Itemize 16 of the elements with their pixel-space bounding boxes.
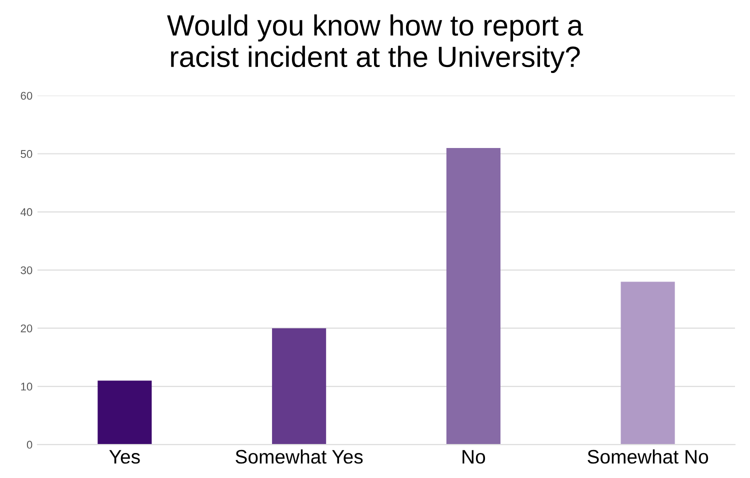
- bar: [446, 148, 500, 445]
- y-tick-label: 20: [20, 324, 32, 332]
- y-tick-label: 30: [20, 266, 32, 274]
- y-tick-label: 40: [20, 208, 32, 216]
- y-tick-label: 50: [20, 150, 32, 158]
- bar: [98, 380, 152, 445]
- chart-title: Would you know how to report a racist incident at the University?: [167, 14, 584, 73]
- y-tick-label: 60: [20, 92, 32, 100]
- x-tick-label: No: [462, 450, 486, 464]
- y-tick-label: 10: [21, 382, 32, 391]
- bar: [272, 328, 326, 445]
- y-tick-label: 0: [26, 440, 32, 449]
- x-tick-label: Somewhat Yes: [236, 449, 363, 464]
- bar: [620, 282, 675, 445]
- x-tick-label: Somewhat No: [588, 449, 708, 464]
- x-tick-label: Yes: [109, 450, 140, 464]
